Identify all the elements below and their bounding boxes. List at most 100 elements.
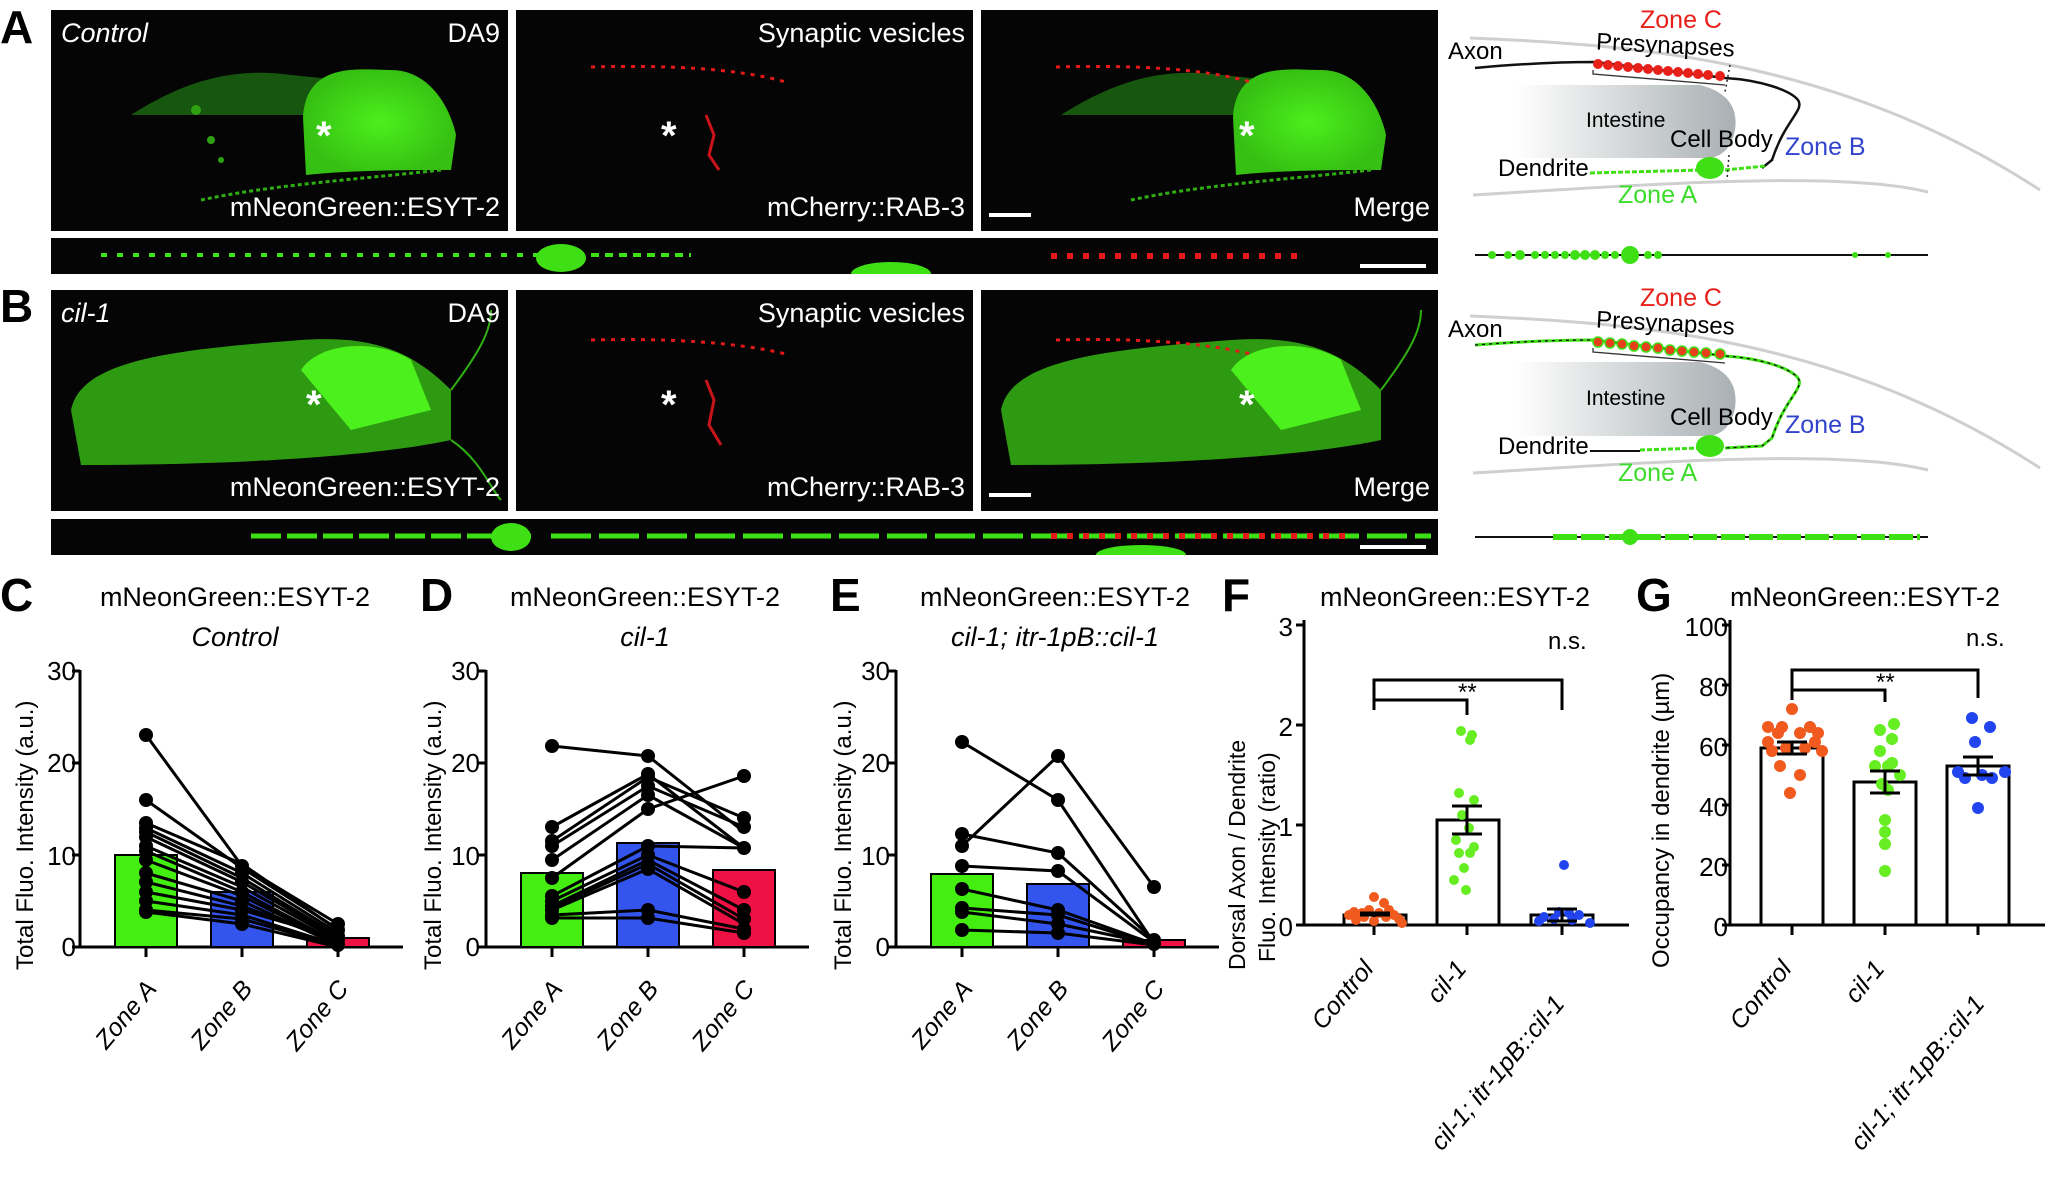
neuron-label: DA9 bbox=[447, 298, 500, 328]
panel-letter-d: D bbox=[420, 569, 454, 621]
chart-g-plot: ** bbox=[1722, 620, 2045, 935]
y-tick: 30 bbox=[451, 656, 480, 686]
x-tick-label: Control bbox=[1306, 955, 1380, 1035]
significance-label: ** bbox=[1458, 679, 1477, 706]
chart-subtitle: cil-1 bbox=[620, 622, 670, 652]
chart-subtitle: cil-1; itr-1pB::cil-1 bbox=[950, 622, 1160, 652]
zone-a-label: Zone A bbox=[1618, 459, 1698, 487]
y-axis-label: Total Fluo. Intensity (a.u.) bbox=[830, 700, 857, 970]
intestine-asterisk: * bbox=[661, 383, 677, 427]
y-tick: 100 bbox=[1684, 612, 1728, 642]
y-tick: 20 bbox=[861, 748, 890, 778]
x-tick-label: Zone C bbox=[686, 975, 761, 1056]
micrograph-b-green: cil-1 DA9 * mNeonGreen::ESYT-2 bbox=[51, 290, 508, 511]
scale-bar bbox=[1360, 264, 1426, 268]
y-axis-label: Total Fluo. Intensity (a.u.) bbox=[420, 700, 447, 970]
zone-b-label: Zone B bbox=[1785, 411, 1866, 439]
dendrite-label: Dendrite bbox=[1498, 155, 1589, 182]
significance-ns-label: n.s. bbox=[1966, 625, 2005, 652]
x-tick-label: Zone B bbox=[1001, 975, 1075, 1055]
panel-letter-a: A bbox=[0, 1, 34, 53]
significance-ns-label: n.s. bbox=[1548, 628, 1587, 655]
y-tick: 2 bbox=[1278, 712, 1293, 742]
y-tick: 0 bbox=[465, 932, 480, 962]
chart-c-plot bbox=[72, 669, 403, 957]
dendrite-label: Dendrite bbox=[1498, 433, 1589, 460]
intestine-label: Intestine bbox=[1586, 387, 1666, 410]
x-tick-label: Zone B bbox=[591, 975, 665, 1055]
chart-title: mNeonGreen::ESYT-2 bbox=[99, 582, 371, 612]
scale-bar bbox=[1360, 545, 1426, 549]
intestine-asterisk: * bbox=[306, 383, 322, 427]
neuron-label: DA9 bbox=[447, 18, 500, 48]
genotype-label: Control bbox=[61, 18, 149, 48]
y-tick: 20 bbox=[1699, 852, 1728, 882]
y-tick: 20 bbox=[47, 748, 76, 778]
y-tick: 80 bbox=[1699, 672, 1728, 702]
scale-bar bbox=[989, 493, 1031, 497]
x-tick-label: cil-1 bbox=[1421, 955, 1473, 1009]
red-title: Synaptic vesicles bbox=[757, 18, 965, 48]
panel-letter-f: F bbox=[1222, 569, 1251, 621]
y-tick: 1 bbox=[1278, 812, 1293, 842]
intestine-label: Intestine bbox=[1586, 109, 1666, 132]
y-tick: 20 bbox=[451, 748, 480, 778]
channel-label: mNeonGreen::ESYT-2 bbox=[229, 192, 500, 222]
x-tick-label: Zone C bbox=[1096, 975, 1171, 1056]
chart-f-plot: ** bbox=[1296, 620, 1629, 935]
panel-letter-b: B bbox=[0, 280, 34, 332]
red-fluorescence-image bbox=[590, 64, 787, 171]
merge-image bbox=[1055, 64, 1386, 202]
axon-label: Axon bbox=[1448, 316, 1503, 343]
y-tick: 40 bbox=[1699, 792, 1728, 822]
x-tick-label: Zone B bbox=[185, 975, 259, 1055]
channel-label: mCherry::RAB-3 bbox=[766, 192, 965, 222]
y-tick: 10 bbox=[451, 841, 480, 871]
schematic-control: Zone C Presynapses Axon Intestine Cell B… bbox=[1440, 0, 2048, 290]
y-tick: 0 bbox=[1713, 912, 1728, 942]
panel-letter-g: G bbox=[1636, 569, 1672, 621]
scale-bar bbox=[989, 213, 1031, 217]
micrograph-b-red: Synaptic vesicles * mCherry::RAB-3 bbox=[516, 290, 973, 511]
cell-body-label: Cell Body bbox=[1670, 126, 1773, 153]
y-tick: 0 bbox=[1278, 912, 1293, 942]
channel-label: mNeonGreen::ESYT-2 bbox=[229, 472, 500, 502]
y-tick: 0 bbox=[61, 932, 76, 962]
zone-a-label: Zone A bbox=[1618, 181, 1698, 209]
micrograph-a-green: Control DA9 * mNeonGreen::ESYT-2 bbox=[51, 10, 508, 231]
intestine-asterisk: * bbox=[1239, 114, 1255, 158]
channel-label: Merge bbox=[1353, 192, 1430, 222]
micrograph-b-merge: * Merge bbox=[981, 290, 1438, 511]
intestine-asterisk: * bbox=[316, 114, 332, 158]
y-axis-label-line1: Dorsal Axon / Dendrite bbox=[1224, 739, 1250, 970]
genotype-label: cil-1 bbox=[61, 298, 111, 328]
y-tick: 10 bbox=[861, 841, 890, 871]
chart-d-plot bbox=[478, 669, 809, 957]
y-axis-label: Total Fluo. Intensity (a.u.) bbox=[12, 700, 39, 970]
chart-title: mNeonGreen::ESYT-2 bbox=[919, 582, 1191, 612]
micrograph-a-merge: * Merge bbox=[981, 10, 1438, 231]
x-tick-label: Zone C bbox=[280, 975, 355, 1056]
zone-b-label: Zone B bbox=[1785, 133, 1866, 161]
zone-c-label: Zone C bbox=[1640, 6, 1722, 34]
channel-label: mCherry::RAB-3 bbox=[766, 472, 965, 502]
x-tick-label: Control bbox=[1724, 955, 1798, 1035]
green-fluorescence-image bbox=[131, 69, 456, 202]
y-tick: 3 bbox=[1278, 612, 1293, 642]
chart-title: mNeonGreen::ESYT-2 bbox=[1729, 582, 2001, 612]
y-tick: 30 bbox=[861, 656, 890, 686]
red-title: Synaptic vesicles bbox=[757, 298, 965, 328]
intestine-asterisk: * bbox=[1239, 383, 1255, 427]
panel-letter-c: C bbox=[0, 569, 34, 621]
x-tick-label: cil-1 bbox=[1839, 955, 1891, 1009]
chart-e-plot bbox=[888, 669, 1219, 957]
micrograph-a-red: Synaptic vesicles * mCherry::RAB-3 bbox=[516, 10, 973, 231]
channel-label: Merge bbox=[1353, 472, 1430, 502]
intestine-asterisk: * bbox=[661, 114, 677, 158]
y-tick: 10 bbox=[47, 841, 76, 871]
x-tick-label: Zone A bbox=[89, 975, 163, 1055]
chart-subtitle: Control bbox=[191, 622, 279, 652]
panel-letter-e: E bbox=[830, 569, 861, 621]
chart-title: mNeonGreen::ESYT-2 bbox=[1319, 582, 1591, 612]
significance-label: ** bbox=[1876, 669, 1895, 696]
